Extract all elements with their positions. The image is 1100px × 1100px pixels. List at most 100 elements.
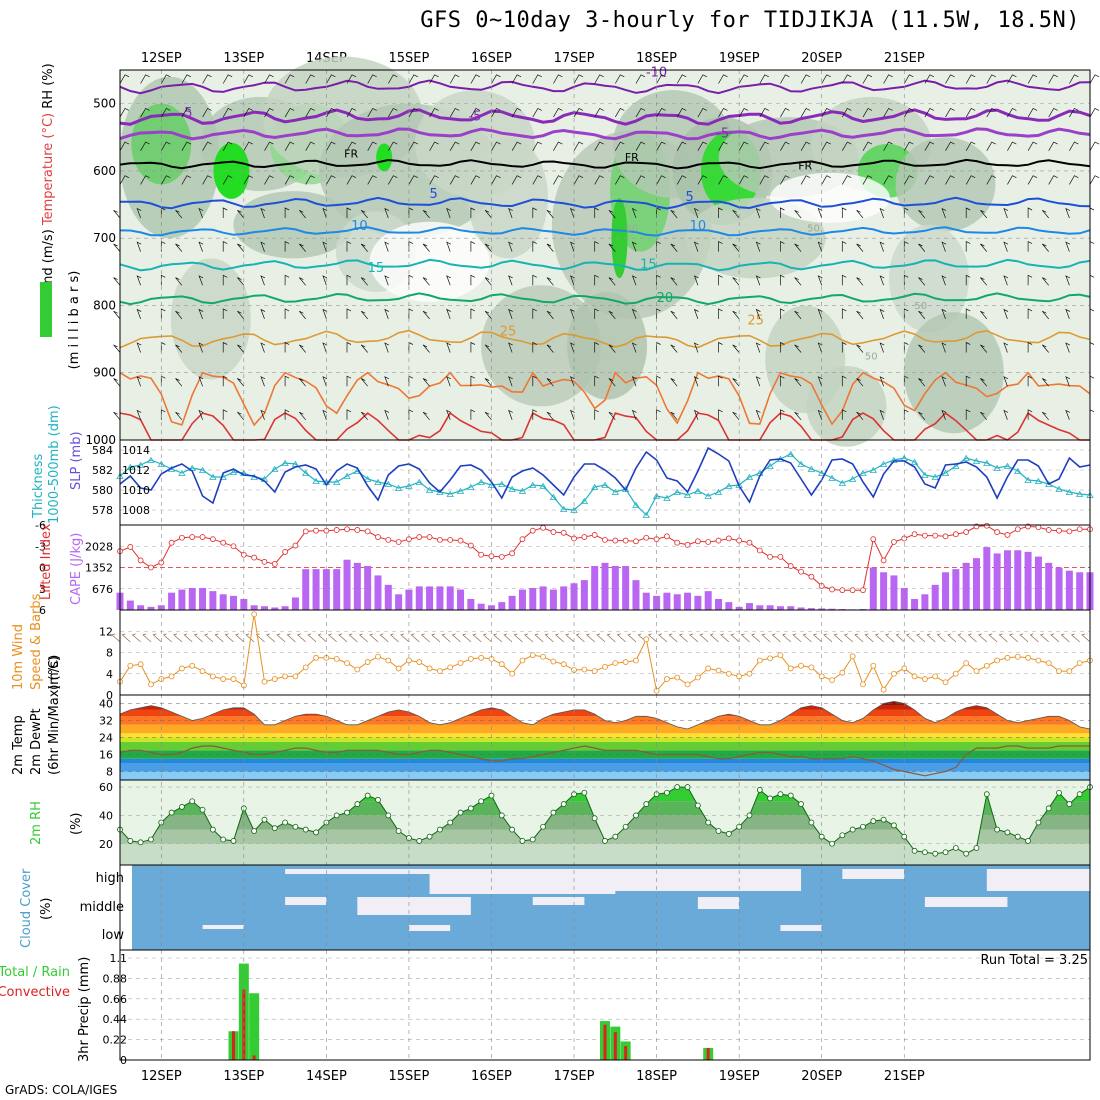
wind-barb <box>594 141 604 151</box>
lifted-index-line-point <box>1056 527 1062 534</box>
wind-barb <box>883 74 893 84</box>
wind-barb <box>360 310 368 320</box>
wind-barb <box>594 107 604 118</box>
wind-barb <box>817 275 823 286</box>
wind-barb <box>841 409 847 420</box>
wind10-tick: 8 <box>106 647 113 660</box>
rh-line-point <box>519 838 526 844</box>
wind-barb <box>759 107 769 118</box>
wind10-barb <box>555 633 564 643</box>
wind-barb <box>697 141 708 151</box>
wind-barb <box>656 175 666 185</box>
lifted-index-line-point <box>756 547 763 554</box>
isotherm-line <box>119 127 1091 141</box>
cape-bar <box>622 565 630 610</box>
wind-barb <box>1007 107 1017 118</box>
wind10-barb <box>1071 633 1080 643</box>
thickness-line-point <box>539 482 547 489</box>
isotherm-label: 10 <box>351 219 368 234</box>
thickness-line-point <box>498 480 506 487</box>
wind10-barb <box>369 633 379 643</box>
lifted-index-line-point <box>983 522 990 529</box>
rh-line-point <box>756 787 763 793</box>
wind10-barb <box>255 633 265 643</box>
wind-barb <box>470 308 476 319</box>
wind-barb <box>631 376 637 387</box>
cape-bar <box>219 594 227 610</box>
wind-barb <box>841 241 847 252</box>
wind-barb <box>817 241 823 252</box>
wind10-speed-line-point <box>344 660 350 667</box>
lifted-index-line-point <box>1045 527 1052 533</box>
wind-barb <box>1089 207 1095 218</box>
wind10-speed-line-point <box>581 666 588 673</box>
wind-barb <box>918 310 926 320</box>
wind-barb <box>1042 243 1049 252</box>
rh-line-point <box>798 801 804 807</box>
wind-barb <box>800 107 811 118</box>
rh-line-point <box>612 833 619 840</box>
wind-barb <box>794 243 802 252</box>
temp-color-band <box>120 724 1090 734</box>
lifted-index-line-point <box>199 534 206 540</box>
wind10-barb <box>844 633 853 643</box>
cape-bar <box>694 595 702 610</box>
wind-barb <box>346 409 352 420</box>
wind-barb <box>222 341 228 353</box>
slp-tick: 1008 <box>122 504 150 517</box>
lifted-index-line-point <box>870 536 877 543</box>
cape-bar <box>797 607 805 610</box>
wind10-tick: 4 <box>106 668 113 681</box>
wind-barb <box>446 308 451 320</box>
lifted-index-line-point <box>921 532 928 539</box>
wind-barb <box>140 175 150 185</box>
wind10-barb <box>1040 633 1049 643</box>
wind-barb <box>367 141 377 151</box>
wind-barb <box>532 241 537 252</box>
wind-barb <box>237 344 245 353</box>
wind-barb <box>260 409 266 420</box>
wind10-barb <box>926 633 936 643</box>
wind-barb <box>738 175 749 185</box>
wind-barb <box>113 378 121 387</box>
rh-line-point <box>416 838 423 844</box>
cape-bar <box>467 598 475 610</box>
thickness-line-point <box>632 501 640 508</box>
thickness-line-point <box>374 478 382 485</box>
wind-barb <box>1065 275 1071 286</box>
wind-barb <box>508 342 513 353</box>
wind-barb <box>491 175 501 185</box>
wind10-speed-line-point <box>395 665 402 672</box>
wind10-speed-line-point <box>921 676 928 682</box>
wind-barb <box>326 141 336 151</box>
lifted-index-line-point <box>746 539 753 546</box>
date-label-bottom: 14SEP <box>306 1069 347 1084</box>
isotherm-line <box>119 258 1091 272</box>
wind-barb <box>532 175 542 185</box>
freezing-level-label: FR <box>625 151 639 164</box>
lifted-index-line-point <box>498 553 505 560</box>
wind10-speed-line-point <box>189 662 196 669</box>
lifted-index-line-point <box>798 568 804 575</box>
thickness-line-point <box>745 473 754 480</box>
thickness-line-point <box>209 473 217 480</box>
cape-bar <box>560 586 568 610</box>
wind-barb <box>532 207 537 218</box>
wind-barb <box>883 141 893 151</box>
rh-line-point <box>1076 791 1083 798</box>
wind10-speed-line-point <box>942 679 949 686</box>
wind10-speed-line-point <box>137 661 144 668</box>
wind10-speed-line-point <box>1066 668 1073 674</box>
wind-barb <box>113 310 121 320</box>
wind-barb <box>532 74 542 84</box>
lifted-index-line-point <box>519 536 526 543</box>
wind10-barb <box>297 633 306 643</box>
thickness-line-point <box>446 490 454 497</box>
lifted-index-line-point <box>333 527 340 533</box>
wind10-barb <box>451 633 461 643</box>
rh-line-point <box>1056 789 1062 796</box>
cape-bar <box>312 569 320 610</box>
wind-barb <box>387 141 398 151</box>
wind10-speed-line-point <box>127 662 134 669</box>
rh-line-point <box>942 849 949 856</box>
